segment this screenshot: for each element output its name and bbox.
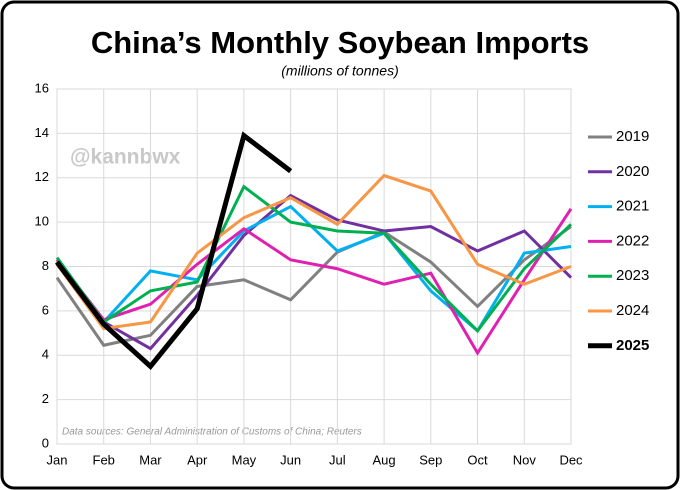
series-line [55, 207, 573, 356]
y-tick-label: 14 [35, 125, 49, 140]
x-tick-label: Nov [513, 452, 537, 467]
legend-label: 2020 [616, 163, 649, 180]
legend-label: 2021 [616, 198, 649, 215]
series-line [55, 173, 572, 331]
chart-title: China’s Monthly Soybean Imports [91, 25, 589, 60]
x-tick-label: Jun [280, 452, 301, 467]
legend-label: 2022 [616, 232, 649, 249]
y-tick-label: 8 [42, 258, 49, 273]
x-tick-label: Apr [187, 452, 208, 467]
series-line [55, 193, 573, 351]
x-tick-label: Aug [373, 452, 396, 467]
subtitle: (millions of tonnes) [281, 63, 399, 79]
x-tick-label: Jan [47, 452, 68, 467]
x-tick-label: Dec [559, 452, 583, 467]
series-line [55, 184, 573, 334]
x-tick-label: Sep [419, 452, 442, 467]
legend-label: 2019 [616, 128, 649, 145]
source-note: Data sources: General Administration of … [62, 427, 362, 438]
legend-label: 2024 [616, 302, 649, 319]
y-tick-label: 4 [42, 347, 49, 362]
series-line [55, 131, 293, 370]
x-tick-label: Jul [329, 452, 346, 467]
x-tick-label: Feb [93, 452, 115, 467]
y-tick-label: 10 [35, 214, 49, 229]
y-tick-label: 6 [42, 302, 49, 317]
watermark: @kannbwx [70, 146, 181, 169]
y-tick-label: 2 [42, 391, 49, 406]
y-tick-label: 16 [35, 80, 49, 95]
legend-label: 2023 [616, 267, 649, 284]
y-tick-label: 12 [35, 169, 49, 184]
legend-label: 2025 [616, 337, 649, 354]
x-tick-label: Oct [467, 452, 488, 467]
x-tick-label: Mar [139, 452, 162, 467]
y-tick-label: 0 [42, 435, 49, 450]
series-line [55, 225, 572, 347]
series-line [55, 204, 572, 334]
x-tick-label: May [232, 452, 257, 467]
